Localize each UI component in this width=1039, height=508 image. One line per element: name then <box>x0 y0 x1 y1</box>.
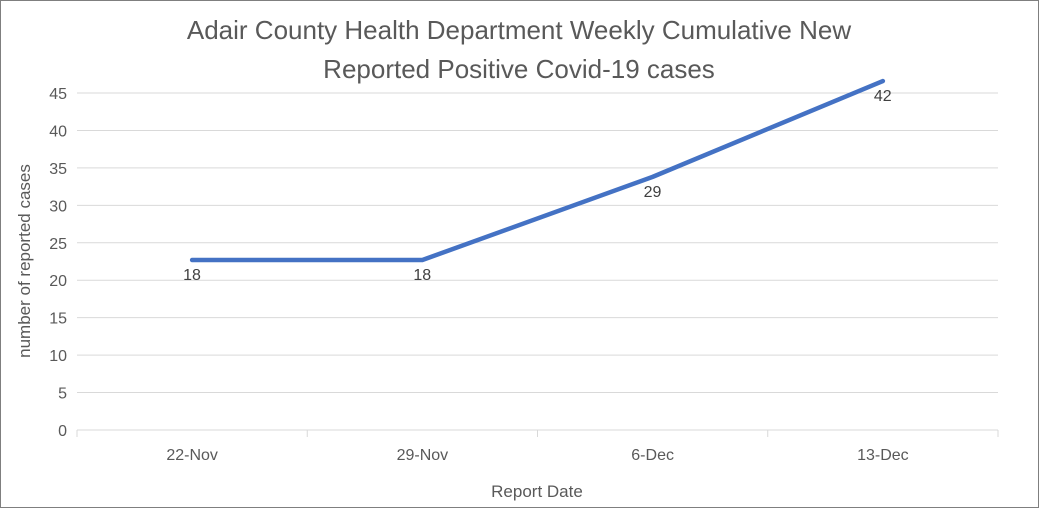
y-tick-labels: 0 5 10 15 20 25 30 35 40 45 <box>49 86 67 440</box>
x-tick-labels: 22-Nov 29-Nov 6-Dec 13-Dec <box>166 447 908 464</box>
data-label: 29 <box>644 184 662 201</box>
x-axis <box>76 429 999 437</box>
x-axis-title: Report Date <box>491 482 583 501</box>
chart-title-line-1: Adair County Health Department Weekly Cu… <box>187 15 851 45</box>
y-axis-title: number of reported cases <box>15 164 34 358</box>
x-tick-label: 29-Nov <box>397 447 449 464</box>
y-tick-label: 0 <box>58 423 67 440</box>
chart-title-line-2: Reported Positive Covid-19 cases <box>323 54 715 84</box>
gridlines <box>77 92 998 394</box>
y-tick-label: 25 <box>49 236 67 253</box>
y-tick-label: 45 <box>49 86 67 103</box>
data-label: 18 <box>413 267 431 284</box>
y-tick-label: 35 <box>49 161 67 178</box>
x-tick-label: 13-Dec <box>857 447 909 464</box>
x-tick-label: 6-Dec <box>631 447 674 464</box>
data-label: 42 <box>874 88 892 105</box>
y-tick-label: 5 <box>58 386 67 403</box>
y-tick-label: 20 <box>49 273 67 290</box>
y-tick-label: 30 <box>49 198 67 215</box>
data-label: 18 <box>183 267 201 284</box>
y-tick-label: 40 <box>49 123 67 140</box>
series-line <box>189 78 886 263</box>
y-tick-label: 10 <box>49 348 67 365</box>
series-group <box>189 78 886 263</box>
y-tick-label: 15 <box>49 311 67 328</box>
data-labels: 18 18 29 42 <box>183 88 892 284</box>
x-tick-label: 22-Nov <box>166 447 218 464</box>
